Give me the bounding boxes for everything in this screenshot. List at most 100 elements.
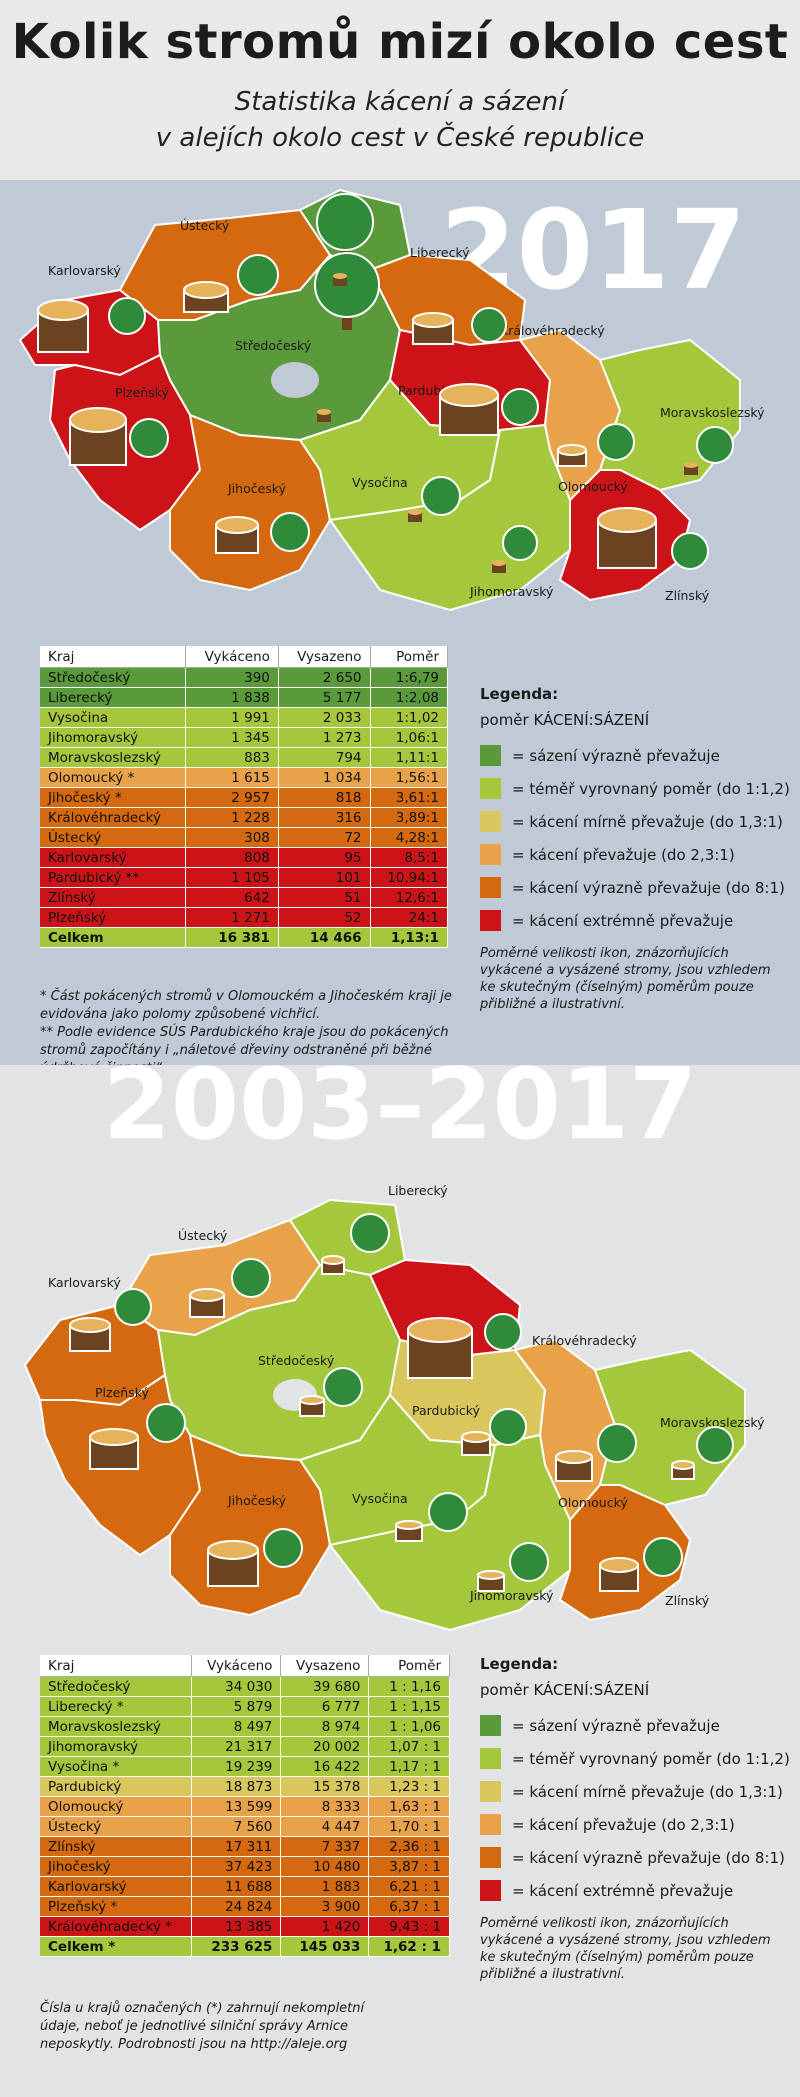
subtitle-line-2: v alejích okolo cest v České republice	[155, 123, 645, 153]
cell-region: Liberecký *	[40, 1696, 193, 1717]
tree-icon	[489, 1408, 527, 1446]
cell-planted: 1 883	[280, 1876, 370, 1897]
cell-region: Olomoucký *	[40, 767, 187, 788]
table-row: Zlínský 17 311 7 337 2,36 : 1	[40, 1836, 450, 1857]
stump-icon	[37, 299, 89, 353]
cell-region: Královéhradecký	[40, 807, 187, 828]
year-heading-2003-2017: 2003–2017	[102, 1048, 698, 1162]
cell-felled: 13 599	[191, 1796, 282, 1817]
cell-region: Pardubický	[40, 1776, 193, 1797]
cell-ratio: 1 : 1,16	[368, 1676, 450, 1697]
cell-felled: 24 824	[191, 1896, 282, 1917]
cell-planted: 15 378	[280, 1776, 370, 1797]
cell-region: Vysočina *	[40, 1756, 193, 1777]
tree-icon	[421, 476, 461, 516]
table-row: Moravskoslezský 883 794 1,11:1	[40, 747, 449, 768]
cell-planted: 2 033	[278, 707, 371, 728]
cell-ratio: 12,6:1	[370, 887, 449, 908]
cell-region: Vysočina	[40, 707, 187, 728]
legend-item: = kácení výrazně převažuje (do 8:1)	[480, 1841, 790, 1874]
cell-planted: 2 650	[278, 667, 371, 688]
table-row: Pardubický 18 873 15 378 1,23 : 1	[40, 1776, 450, 1797]
map-label: Moravskoslezský	[660, 1415, 765, 1430]
map-label: Vysočina	[352, 1491, 408, 1506]
cell-ratio: 9,43 : 1	[368, 1916, 450, 1937]
stump-icon	[557, 444, 587, 467]
legend-title: Legenda:	[480, 685, 559, 703]
table-row: Ústecký 7 560 4 447 1,70 : 1	[40, 1816, 450, 1837]
tree-icon	[129, 418, 169, 458]
cell-planted: 1 273	[278, 727, 371, 748]
cell-planted: 8 333	[280, 1796, 370, 1817]
tree-icons-2017	[108, 193, 734, 570]
map-label: Plzeňský	[95, 1385, 149, 1400]
stump-icon	[333, 273, 347, 286]
cell-region: Pardubický **	[40, 867, 187, 888]
map-2017: Ústecký Liberecký Karlovarský Královéhra…	[18, 188, 765, 612]
cell-region: Moravskoslezský	[40, 1716, 193, 1737]
data-table-2017: Kraj Vykáceno Vysazeno Poměr Středočeský…	[40, 646, 449, 948]
cell-planted: 6 777	[280, 1696, 370, 1717]
table-row: Liberecký 1 838 5 177 1:2,08	[40, 687, 449, 708]
cell-region: Středočeský	[40, 667, 187, 688]
cell-felled: 18 873	[191, 1776, 282, 1797]
cell-felled: 5 879	[191, 1696, 282, 1717]
tree-icon	[643, 1537, 683, 1577]
legend-item: = kácení mírně převažuje (do 1,3:1)	[480, 805, 790, 838]
cell-felled: 11 688	[191, 1876, 282, 1897]
page-title: Kolik stromů mizí okolo cest	[11, 14, 789, 70]
legend-swatch	[480, 1847, 501, 1868]
footnote-2003-2017: Čísla u krajů označených (*) zahrnují ne…	[40, 2001, 365, 2052]
cell-felled: 19 239	[191, 1756, 282, 1777]
stump-icon	[317, 409, 331, 422]
map-labels-2017: Ústecký Liberecký Karlovarský Královéhra…	[48, 218, 765, 603]
tree-icon	[471, 307, 507, 343]
map-label: Středočeský	[235, 338, 312, 353]
cell-region: Jihočeský	[40, 1856, 193, 1877]
table-row: Pardubický ** 1 105 101 10,94:1	[40, 867, 449, 888]
col-header-felled: Vykáceno	[191, 1655, 282, 1677]
cell-felled: 1 991	[185, 707, 279, 728]
map-label: Zlínský	[665, 1593, 710, 1608]
cell-planted: 52	[278, 907, 371, 928]
tree-icon	[597, 1423, 637, 1463]
cell-felled: 17 311	[191, 1836, 282, 1857]
tree-icon	[671, 532, 709, 570]
stump-icon	[599, 1557, 639, 1592]
tree-icon	[696, 1426, 734, 1464]
cell-ratio: 6,37 : 1	[368, 1896, 450, 1917]
total-cell-felled: 233 625	[191, 1936, 282, 1957]
cell-ratio: 1 : 1,06	[368, 1716, 450, 1737]
cell-felled: 7 560	[191, 1816, 282, 1837]
map-label: Liberecký	[410, 245, 470, 260]
map-label: Vysočina	[352, 475, 408, 490]
legend-swatch	[480, 811, 501, 832]
stump-icon	[439, 383, 499, 436]
tree-icon	[509, 1542, 549, 1582]
cell-felled: 2 957	[185, 787, 279, 808]
map-label: Jihočeský	[227, 1493, 287, 1508]
table-row: Moravskoslezský 8 497 8 974 1 : 1,06	[40, 1716, 450, 1737]
total-cell-planted: 145 033	[280, 1936, 370, 1957]
legend-swatch	[480, 844, 501, 865]
tree-icon	[484, 1313, 522, 1351]
table-row: Jihočeský * 2 957 818 3,61:1	[40, 787, 449, 808]
cell-felled: 1 228	[185, 807, 279, 828]
cell-felled: 1 838	[185, 687, 279, 708]
cell-ratio: 8,5:1	[370, 847, 449, 868]
cell-planted: 7 337	[280, 1836, 370, 1857]
legend-note: Poměrné velikosti ikon, znázorňujících v…	[480, 1916, 771, 1982]
cell-planted: 101	[278, 867, 371, 888]
legend-swatch	[480, 910, 501, 931]
cell-felled: 1 345	[185, 727, 279, 748]
legend-item: = kácení extrémně převažuje	[480, 1874, 790, 1907]
col-header-region: Kraj	[40, 1655, 193, 1677]
map-label: Středočeský	[258, 1353, 335, 1368]
col-header-planted: Vysazeno	[278, 646, 371, 668]
legend-swatch	[480, 1748, 501, 1769]
tree-icon	[323, 1367, 363, 1407]
cell-region: Ústecký	[40, 827, 187, 848]
cell-region: Plzeňský	[40, 907, 187, 928]
cell-planted: 316	[278, 807, 371, 828]
table-row: Jihočeský 37 423 10 480 3,87 : 1	[40, 1856, 450, 1877]
